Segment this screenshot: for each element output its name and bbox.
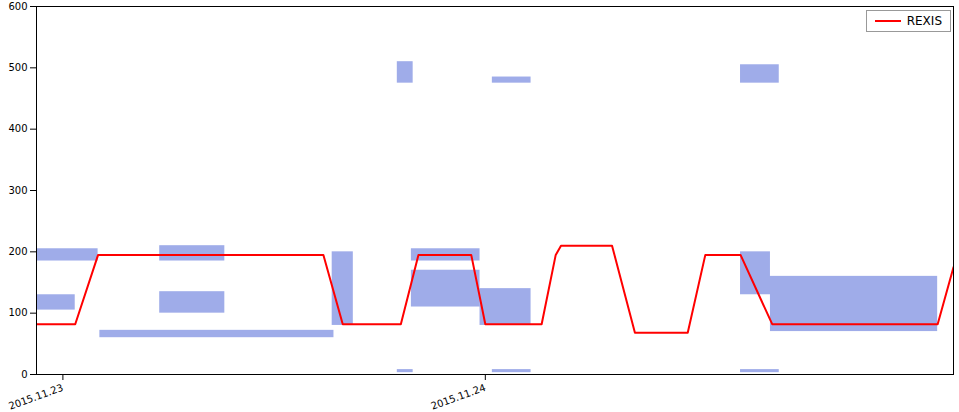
svg-text:0: 0	[21, 369, 27, 380]
svg-text:400: 400	[8, 123, 27, 134]
svg-text:2015.11.23: 2015.11.23	[7, 382, 65, 412]
svg-text:300: 300	[8, 185, 27, 196]
svg-text:500: 500	[8, 62, 27, 73]
svg-text:2015.11.24: 2015.11.24	[430, 382, 488, 412]
svg-text:200: 200	[8, 246, 27, 257]
html-text:REXIS: REXIS	[906, 14, 942, 28]
svg-text:600: 600	[8, 1, 27, 12]
svg-text:100: 100	[8, 307, 27, 318]
